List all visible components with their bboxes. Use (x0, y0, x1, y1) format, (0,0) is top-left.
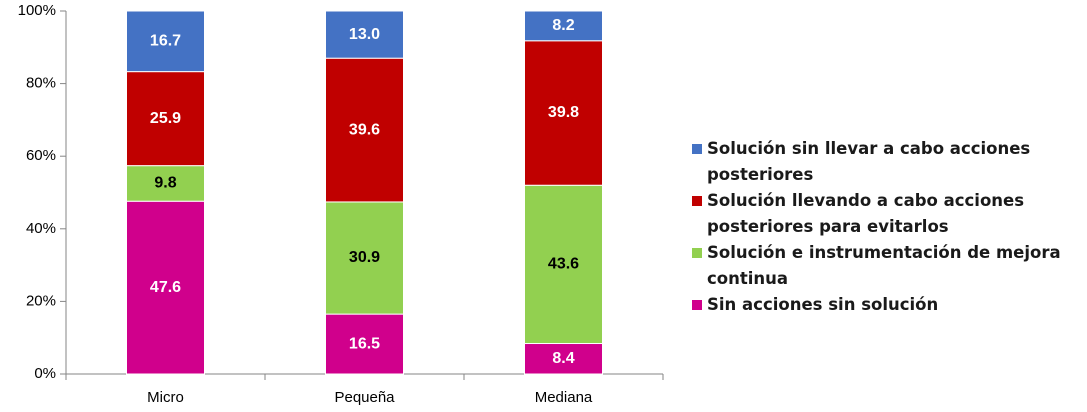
value-label: 39.6 (349, 121, 380, 138)
legend-label: Solución llevando a cabo acciones poster… (707, 191, 1025, 236)
legend-label: Sin acciones sin solución (707, 295, 939, 314)
legend-label: Solución sin llevar a cabo acciones post… (707, 139, 1031, 184)
legend-item: Solución e instrumentación de mejora con… (692, 240, 1082, 292)
y-tick-label: 100% (18, 2, 56, 19)
legend-item: Solución llevando a cabo acciones poster… (692, 188, 1082, 240)
legend-label: Solución e instrumentación de mejora con… (707, 243, 1061, 288)
bar-segment (524, 343, 603, 375)
x-tick-label: Pequeña (334, 389, 395, 406)
legend-swatch (692, 248, 702, 258)
bar-segment (126, 10, 205, 73)
x-tick-label: Micro (147, 389, 184, 406)
value-label: 16.7 (150, 33, 181, 50)
legend-swatch (692, 196, 702, 206)
value-label: 47.6 (150, 279, 181, 296)
x-tick-label: Mediana (535, 389, 593, 406)
y-tick-label: 60% (26, 147, 56, 164)
bar-segment (524, 10, 603, 42)
bar-segment (524, 184, 603, 345)
value-label: 30.9 (349, 249, 380, 266)
value-label: 25.9 (150, 110, 181, 127)
value-label: 8.2 (552, 17, 574, 34)
value-label: 8.4 (552, 350, 574, 367)
legend-swatch (692, 300, 702, 310)
value-label: 39.8 (548, 104, 579, 121)
bar-segment (126, 200, 205, 375)
bar-segment (325, 57, 404, 203)
bar-segment (524, 40, 603, 186)
value-label: 43.6 (548, 256, 579, 273)
y-tick-label: 80% (26, 75, 56, 92)
y-tick-label: 40% (26, 220, 56, 237)
value-label: 16.5 (349, 335, 380, 352)
bar-segment (325, 10, 404, 59)
legend-swatch (692, 144, 702, 154)
y-tick-label: 0% (34, 365, 56, 382)
value-label: 9.8 (154, 175, 176, 192)
bar-segment (325, 313, 404, 375)
legend-item: Sin acciones sin solución (692, 292, 1082, 318)
y-tick-label: 20% (26, 292, 56, 309)
bar-segment (325, 201, 404, 315)
value-label: 13.0 (349, 26, 380, 43)
legend-item: Solución sin llevar a cabo acciones post… (692, 136, 1082, 188)
legend: Solución sin llevar a cabo acciones post… (692, 136, 1082, 318)
bar-segment (126, 71, 205, 167)
